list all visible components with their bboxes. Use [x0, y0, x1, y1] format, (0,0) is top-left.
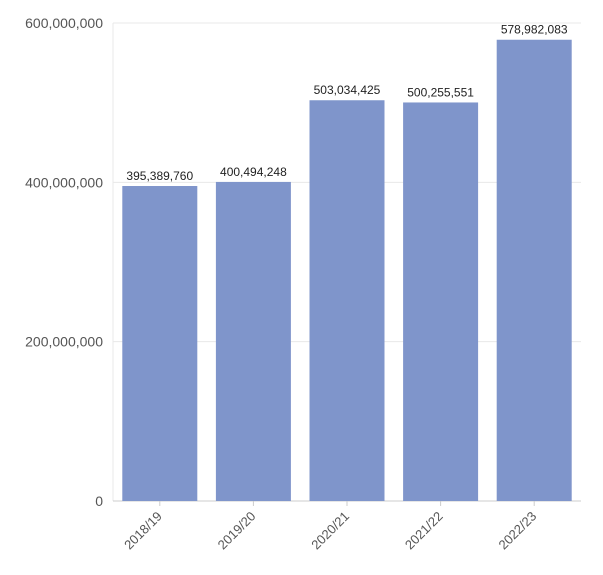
y-tick-label: 200,000,000	[25, 334, 103, 350]
data-labels: 395,389,760 400,494,248 503,034,425 500,255…	[126, 23, 567, 183]
data-label: 400,494,248	[220, 165, 287, 179]
x-tick-label: 2018/19	[121, 509, 165, 553]
bars	[122, 39, 572, 502]
y-tick-label: 400,000,000	[25, 174, 103, 190]
data-label: 503,034,425	[314, 83, 381, 97]
bar	[403, 102, 479, 502]
y-axis-ticks: 0 200,000,000 400,000,000 600,000,000	[25, 15, 103, 509]
x-tick-label: 2021/22	[402, 509, 446, 553]
bar	[122, 186, 198, 501]
x-tick-label: 2019/20	[215, 509, 259, 553]
bar	[215, 181, 291, 501]
bar	[496, 39, 572, 502]
y-tick-label: 0	[95, 493, 103, 509]
data-label: 578,982,083	[501, 23, 568, 37]
bar	[309, 100, 385, 502]
x-tick-label: 2020/21	[308, 509, 352, 553]
x-tick-label: 2022/23	[495, 509, 539, 553]
x-axis-ticks: 2018/19 2019/20 2020/21 2021/22 2022/23	[121, 501, 539, 552]
y-tick-label: 600,000,000	[25, 15, 103, 31]
data-label: 500,255,551	[407, 85, 474, 99]
data-label: 395,389,760	[126, 169, 193, 183]
